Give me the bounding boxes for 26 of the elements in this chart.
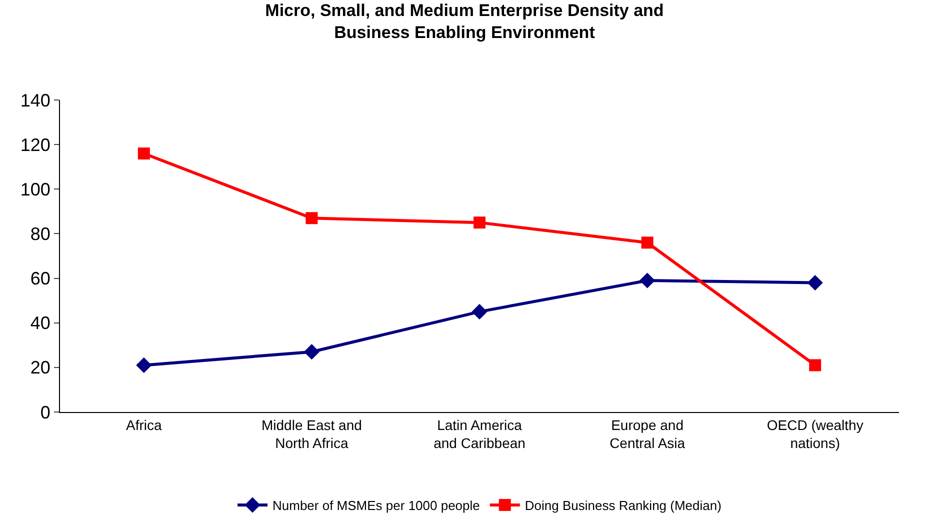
y-tick-label: 20 (30, 358, 50, 378)
y-tick-label: 120 (20, 134, 50, 155)
point (304, 344, 320, 360)
chart-title: Micro, Small, and Medium Enterprise Density and Business Enabling Environment (265, 0, 664, 42)
point (136, 357, 152, 373)
point (640, 272, 656, 288)
point (807, 274, 823, 291)
x-tick-label: OECD (wealthy nations) (766, 416, 864, 451)
legend-label: Number of MSMEs per 1000 people (272, 498, 480, 514)
legend-label: Doing Business Ranking (Median) (524, 498, 722, 514)
y-tick-label: 80 (30, 224, 50, 244)
point (306, 212, 318, 224)
point (472, 304, 488, 320)
y-tick-label: 40 (30, 313, 50, 334)
x-tick-label: Latin America and Caribbean (434, 416, 526, 451)
y-tick-label: 0 (40, 402, 50, 422)
x-tick-label: Europe and Central Asia (610, 416, 686, 451)
y-tick-label: 100 (20, 179, 50, 200)
point (809, 359, 822, 372)
point (138, 147, 150, 160)
y-tick-label: 140 (20, 90, 50, 110)
point (474, 216, 486, 229)
x-tick-label: Middle East and North Africa (261, 416, 362, 451)
point (641, 236, 654, 249)
x-tick-label: Africa (126, 416, 162, 433)
y-tick-label: 60 (30, 268, 50, 289)
